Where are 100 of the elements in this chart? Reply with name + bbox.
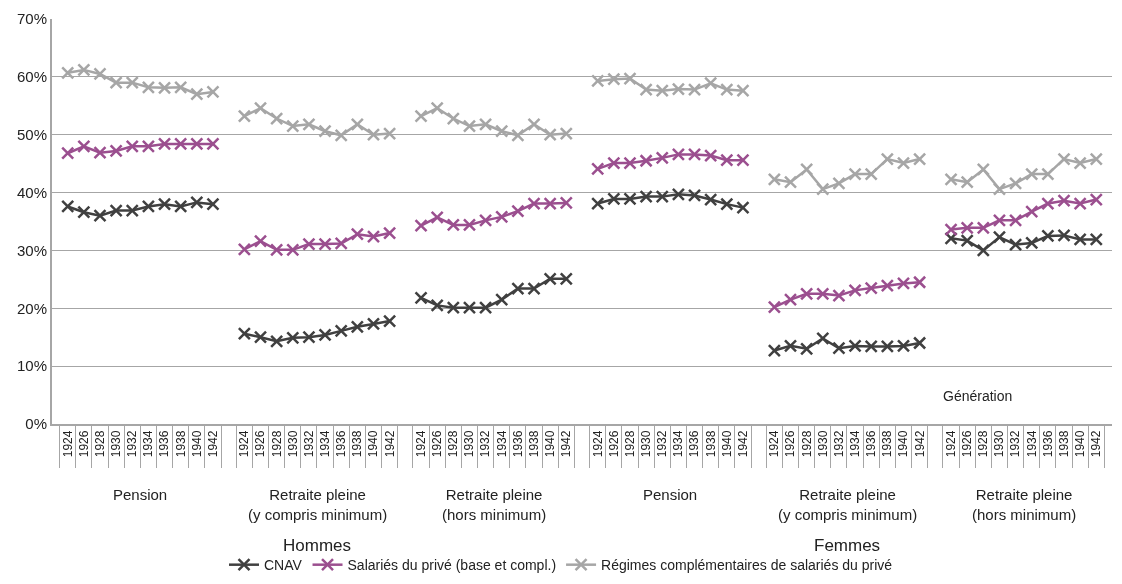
x-tick-label: 1932	[478, 430, 493, 458]
x-tick-label: 1934	[494, 430, 509, 458]
point	[783, 175, 798, 189]
point	[141, 80, 156, 95]
point	[703, 192, 718, 207]
point	[992, 230, 1007, 244]
point	[703, 148, 718, 163]
point	[125, 203, 140, 218]
point	[912, 152, 927, 166]
point	[543, 272, 557, 286]
point	[799, 287, 814, 301]
point	[1057, 228, 1071, 243]
point	[559, 126, 574, 141]
point	[109, 203, 123, 218]
point	[446, 111, 461, 126]
point	[350, 320, 365, 334]
point	[736, 200, 750, 215]
point	[687, 147, 702, 162]
point	[976, 243, 991, 258]
point	[511, 128, 525, 143]
point	[60, 146, 75, 160]
point	[141, 139, 156, 154]
text: Femmes	[814, 536, 881, 555]
point	[703, 76, 718, 90]
x-tick-label: 1938	[526, 430, 541, 458]
point	[527, 281, 541, 296]
y-tick-label: 0%	[25, 415, 47, 433]
point	[687, 188, 702, 203]
x-tick-label: 1926	[606, 430, 621, 458]
x-axis-title: Retraite pleine (hors minimum)	[442, 486, 547, 523]
point	[960, 221, 974, 235]
point	[157, 81, 172, 95]
point	[60, 199, 75, 214]
point	[478, 117, 493, 132]
x-tick-label: 1938	[350, 430, 365, 458]
x-tick-label: 1932	[301, 430, 316, 458]
x-tick-label: 1938	[703, 430, 718, 458]
point	[816, 331, 830, 346]
point	[880, 152, 895, 166]
x-tick-label: 1926	[960, 430, 975, 458]
point	[767, 172, 782, 187]
x-tick-label: 1942	[205, 430, 220, 458]
point	[590, 196, 605, 211]
point	[511, 204, 525, 218]
point	[864, 281, 878, 295]
point	[430, 210, 444, 225]
point	[527, 117, 541, 132]
point	[366, 317, 381, 331]
x-tick-label: 1934	[141, 430, 156, 458]
point	[269, 243, 284, 257]
x-tick-label: 1930	[109, 430, 124, 458]
x-axis-title: Retraite pleine (hors minimum)	[972, 486, 1077, 523]
point	[1024, 204, 1039, 219]
point	[944, 172, 958, 187]
x-tick-label: 1928	[269, 430, 284, 458]
x-tick-label: 1926	[76, 430, 91, 458]
point	[767, 343, 782, 358]
point	[655, 151, 670, 165]
point	[125, 75, 140, 90]
point	[992, 213, 1007, 228]
point	[109, 144, 123, 158]
point	[848, 167, 862, 181]
point	[350, 117, 365, 132]
y-tick-label: 70%	[16, 10, 47, 28]
point	[1008, 176, 1023, 191]
point	[318, 124, 332, 138]
x-axis-title: Pension	[643, 486, 698, 503]
x-tick-label: 1940	[189, 430, 204, 458]
point	[334, 324, 348, 338]
point	[334, 128, 348, 143]
point	[976, 221, 991, 235]
x-tick-label: 1930	[639, 430, 654, 458]
point	[976, 162, 991, 177]
point	[286, 331, 300, 345]
point	[832, 288, 846, 303]
point	[302, 330, 316, 344]
x-tick-label: 1926	[430, 430, 445, 458]
point	[720, 197, 734, 211]
point	[237, 326, 252, 341]
point	[880, 339, 895, 354]
point	[382, 126, 397, 141]
point	[783, 339, 798, 353]
point	[334, 236, 348, 251]
point	[1008, 237, 1023, 252]
point	[414, 109, 428, 123]
x-tick-label: 1936	[864, 430, 879, 458]
point	[527, 196, 541, 211]
point	[736, 153, 750, 167]
point	[494, 124, 509, 138]
x-tick-label: 1936	[1040, 430, 1055, 458]
x-tick-label: 1934	[317, 430, 332, 458]
legend-label: CNAV	[264, 557, 303, 574]
point	[559, 272, 574, 286]
x-tick-label: 1934	[1024, 430, 1039, 458]
point	[671, 147, 686, 162]
x-tick-label: 1936	[510, 430, 525, 458]
point	[286, 243, 300, 257]
point	[590, 74, 605, 88]
x-tick-label: 1938	[1056, 430, 1071, 458]
point	[60, 66, 75, 80]
